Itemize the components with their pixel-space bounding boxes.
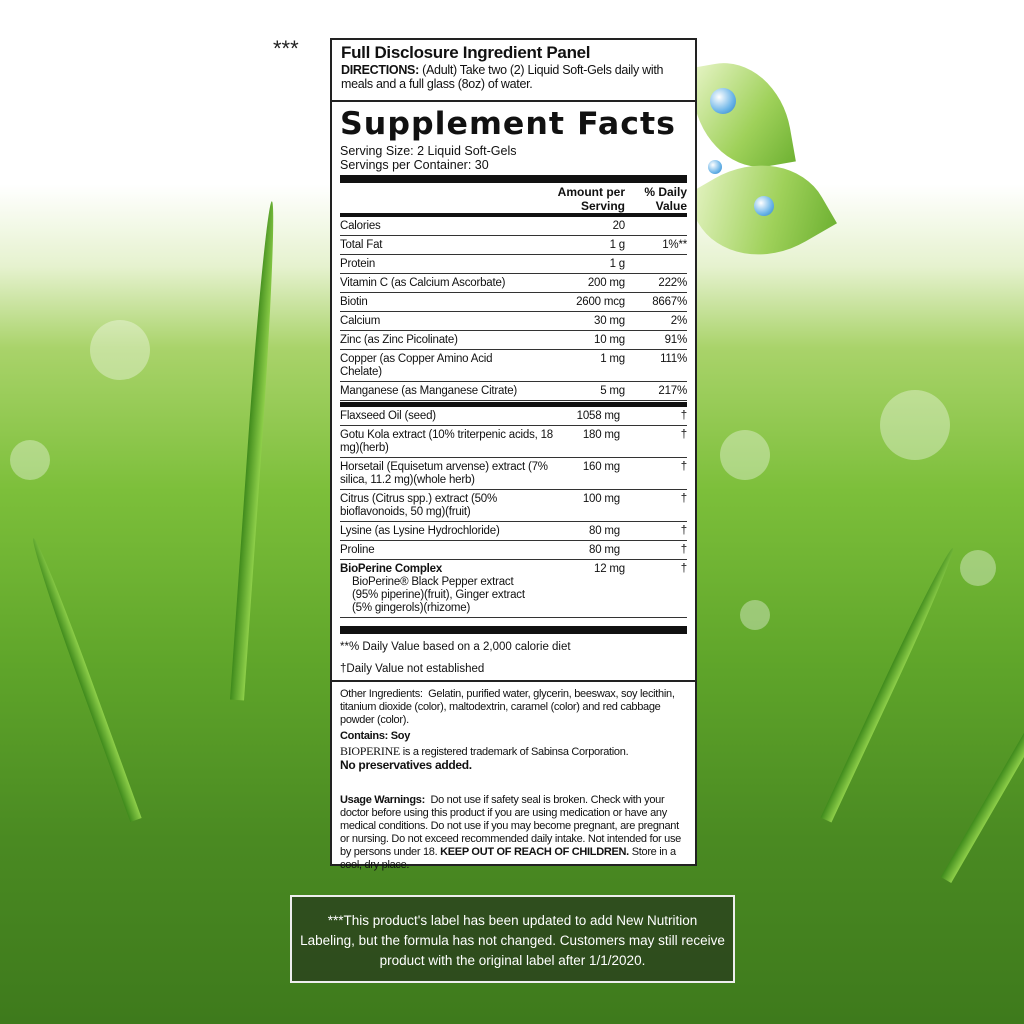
warnings-text: Do not use if safety seal is broken. Che… <box>340 794 681 858</box>
nutrient-name: Biotin <box>340 296 368 308</box>
divider <box>340 175 687 183</box>
nutrient-dv: † <box>680 525 687 537</box>
nutrient-amount: 5 mg <box>600 385 625 397</box>
directions: DIRECTIONS: (Adult) Take two (2) Liquid … <box>341 63 686 91</box>
servings-per-container: Servings per Container: 30 <box>340 158 489 172</box>
trademark-text: is a registered trademark of Sabinsa Cor… <box>402 746 629 758</box>
supplement-panel: Full Disclosure Ingredient Panel DIRECTI… <box>330 38 697 871</box>
nutrient-amount: 80 mg <box>589 544 620 556</box>
nutrient-dv: † <box>680 429 687 441</box>
nutrient-amount: 100 mg <box>582 493 620 505</box>
nutrient-dv: 91% <box>664 334 688 346</box>
other-ingredients-label: Other Ingredients: <box>340 688 423 700</box>
nutrient-amount: 1 g <box>609 258 626 270</box>
divider <box>340 402 687 407</box>
nutrient-name: Horsetail (Equisetum arvense) extract (7… <box>340 461 548 486</box>
nutrient-name: BioPerine Complex BioPerine® Black Pepper… <box>340 563 535 615</box>
other-ingredients-text: Gelatin, purified water, glycerin, beesw… <box>340 688 675 726</box>
nutrient-name: Citrus (Citrus spp.) extract (50% biofla… <box>340 493 497 518</box>
nutrient-amount: 12 mg <box>594 563 625 575</box>
nutrient-name: Calcium <box>340 315 381 327</box>
nutrient-dv: 222% <box>658 277 687 289</box>
nutrient-row: Gotu Kola extract (10% triterpenic acids… <box>340 426 687 458</box>
nutrient-dv: 111% <box>660 353 687 365</box>
nutrient-row: Calcium 30 mg 2% <box>340 312 687 331</box>
nutrient-row: Protein 1 g <box>340 255 687 274</box>
nutrient-row: Manganese (as Manganese Citrate) 5 mg 217% <box>340 382 687 401</box>
nutrient-amount: 1 g <box>609 239 626 251</box>
directions-label: DIRECTIONS: <box>341 63 419 77</box>
nutrient-name: Gotu Kola extract (10% triterpenic acids… <box>340 429 554 454</box>
no-preservatives: No preservatives added. <box>340 758 472 772</box>
nutrient-name: Zinc (as Zinc Picolinate) <box>340 334 458 346</box>
usage-warnings: Usage Warnings: Do not use if safety sea… <box>340 794 687 872</box>
nutrient-dv: 2% <box>670 315 687 327</box>
asterisk-marker: *** <box>273 36 299 61</box>
nutrient-name: Total Fat <box>340 239 383 251</box>
nutrient-row: Vitamin C (as Calcium Ascorbate) 200 mg 22… <box>340 274 687 293</box>
other-ingredients: Other Ingredients: Gelatin, purified wat… <box>340 688 687 727</box>
nutrient-amount: 200 mg <box>587 277 625 289</box>
nutrient-dv: † <box>680 493 687 505</box>
nutrient-dv: † <box>680 544 687 556</box>
footnote-dagger: †Daily Value not established <box>340 663 485 675</box>
nutrient-name: Protein <box>340 258 376 270</box>
nutrient-row: Zinc (as Zinc Picolinate) 10 mg 91% <box>340 331 687 350</box>
nutrient-name: Manganese (as Manganese Citrate) <box>340 385 518 397</box>
keep-away-text: KEEP OUT OF REACH OF CHILDREN. <box>440 846 629 858</box>
nutrient-name: Proline <box>340 544 375 556</box>
nutrient-dv: † <box>680 461 687 473</box>
nutrient-amount: 20 <box>612 220 626 232</box>
storage-text: Store in a cool, dry place. <box>340 846 676 871</box>
nutrient-dv <box>625 258 687 271</box>
panel-header: Full Disclosure Ingredient Panel DIRECTI… <box>332 40 695 102</box>
supplement-facts: Supplement Facts Serving Size: 2 Liquid … <box>332 104 695 680</box>
nutrient-row: Flaxseed Oil (seed) 1058 mg † <box>340 407 687 426</box>
footnote-dv: **% Daily Value based on a 2,000 calorie… <box>340 641 571 653</box>
divider <box>340 626 687 634</box>
nutrient-name: Calories <box>340 220 381 232</box>
nutrient-dv: † <box>680 563 687 575</box>
facts-title: Supplement Facts <box>340 106 676 142</box>
nutrient-row: Lysine (as Lysine Hydrochloride) 80 mg † <box>340 522 687 541</box>
nutrient-amount: 1 mg <box>600 353 625 365</box>
nutrient-dv: 8667% <box>652 296 687 308</box>
panel-title: Full Disclosure Ingredient Panel <box>341 43 591 62</box>
nutrient-dv: † <box>680 410 687 422</box>
dv-header: % Daily Value <box>644 185 687 213</box>
nutrient-name: Lysine (as Lysine Hydrochloride) <box>340 525 500 537</box>
bioperine-logo: BIOPERINE <box>340 744 400 758</box>
contains: Contains: Soy <box>340 730 411 742</box>
directions-text: (Adult) Take two (2) Liquid Soft-Gels da… <box>341 63 664 91</box>
nutrient-row: Total Fat 1 g 1%** <box>340 236 687 255</box>
serving-size: Serving Size: 2 Liquid Soft-Gels <box>340 144 517 158</box>
nutrient-dv <box>625 220 687 233</box>
nutrient-amount: 30 mg <box>594 315 625 327</box>
label-update-note: ***This product's label has been updated… <box>290 895 735 983</box>
nutrient-amount: 10 mg <box>594 334 625 346</box>
nutrient-amount: 160 mg <box>582 461 620 473</box>
nutrient-row: Copper (as Copper Amino Acid Chelate) 1 m… <box>340 350 687 382</box>
warnings-label: Usage Warnings: <box>340 794 425 806</box>
nutrient-sub: BioPerine® Black Pepper extract (95% pip… <box>352 576 525 614</box>
nutrient-row: Proline 80 mg † <box>340 541 687 560</box>
nutrient-amount: 180 mg <box>582 429 620 441</box>
nutrient-row: Biotin 2600 mcg 8667% <box>340 293 687 312</box>
nutrient-name: Vitamin C (as Calcium Ascorbate) <box>340 277 506 289</box>
nutrient-amount: 1058 mg <box>576 410 621 422</box>
nutrient-amount: 2600 mcg <box>576 296 625 308</box>
nutrient-dv: 1%** <box>662 239 687 251</box>
nutrient-name: Flaxseed Oil (seed) <box>340 410 436 422</box>
amount-header: Amount per Serving <box>557 185 625 213</box>
column-headers: Amount per Serving % Daily Value <box>340 185 687 217</box>
nutrient-name: Copper (as Copper Amino Acid Chelate) <box>340 353 493 378</box>
nutrient-row: Calories 20 <box>340 217 687 236</box>
nutrient-amount: 80 mg <box>589 525 620 537</box>
nutrient-row: BioPerine Complex BioPerine® Black Pepper… <box>340 560 687 618</box>
nutrient-dv: 217% <box>658 385 687 397</box>
nutrient-row: Horsetail (Equisetum arvense) extract (7… <box>340 458 687 490</box>
other-info: Other Ingredients: Gelatin, purified wat… <box>332 680 695 878</box>
nutrient-row: Citrus (Citrus spp.) extract (50% biofla… <box>340 490 687 522</box>
